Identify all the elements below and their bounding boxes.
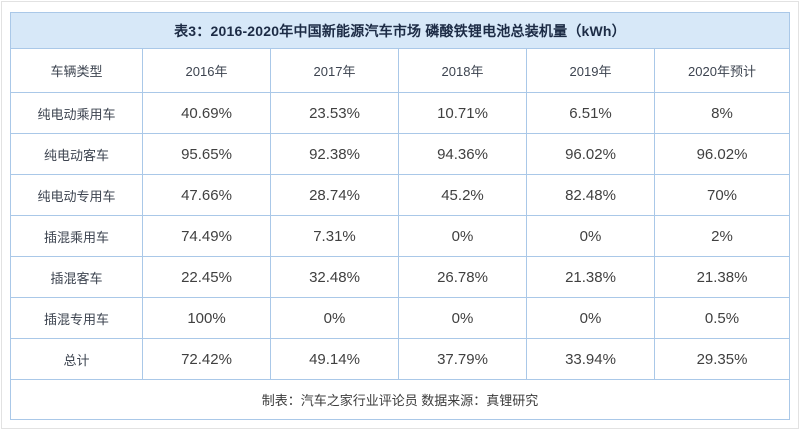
value-cell: 26.78% [398, 256, 527, 298]
table-row: 纯电动乘用车 40.69% 23.53% 10.71% 6.51% 8% [10, 92, 790, 134]
value-cell: 100% [142, 297, 271, 339]
table-row: 总计 72.42% 49.14% 37.79% 33.94% 29.35% [10, 338, 790, 380]
header-year: 2017年 [270, 48, 399, 93]
header-year: 2016年 [142, 48, 271, 93]
table-row: 插混客车 22.45% 32.48% 26.78% 21.38% 21.38% [10, 256, 790, 298]
value-cell: 96.02% [526, 133, 655, 175]
value-cell: 2% [654, 215, 790, 257]
header-vehicle-type: 车辆类型 [10, 48, 143, 93]
table-header-row: 车辆类型 2016年 2017年 2018年 2019年 2020年预计 [10, 48, 790, 93]
value-cell: 40.69% [142, 92, 271, 134]
value-cell: 47.66% [142, 174, 271, 216]
value-cell: 82.48% [526, 174, 655, 216]
value-cell: 92.38% [270, 133, 399, 175]
table-row: 纯电动客车 95.65% 92.38% 94.36% 96.02% 96.02% [10, 133, 790, 175]
header-year: 2019年 [526, 48, 655, 93]
row-label: 总计 [10, 338, 143, 380]
value-cell: 8% [654, 92, 790, 134]
row-label: 插混专用车 [10, 297, 143, 339]
value-cell: 74.49% [142, 215, 271, 257]
value-cell: 7.31% [270, 215, 399, 257]
value-cell: 37.79% [398, 338, 527, 380]
row-label: 插混乘用车 [10, 215, 143, 257]
row-label: 纯电动乘用车 [10, 92, 143, 134]
value-cell: 0% [526, 297, 655, 339]
value-cell: 70% [654, 174, 790, 216]
value-cell: 22.45% [142, 256, 271, 298]
table-row: 插混专用车 100% 0% 0% 0% 0.5% [10, 297, 790, 339]
table-footer-row: 制表：汽车之家行业评论员 数据来源：真锂研究 [10, 379, 790, 420]
value-cell: 28.74% [270, 174, 399, 216]
table-title: 表3：2016-2020年中国新能源汽车市场 磷酸铁锂电池总装机量（kWh） [10, 12, 790, 49]
table-title-row: 表3：2016-2020年中国新能源汽车市场 磷酸铁锂电池总装机量（kWh） [10, 12, 790, 49]
header-year: 2018年 [398, 48, 527, 93]
row-label: 纯电动专用车 [10, 174, 143, 216]
value-cell: 0% [398, 297, 527, 339]
value-cell: 45.2% [398, 174, 527, 216]
value-cell: 96.02% [654, 133, 790, 175]
value-cell: 49.14% [270, 338, 399, 380]
value-cell: 6.51% [526, 92, 655, 134]
value-cell: 23.53% [270, 92, 399, 134]
value-cell: 33.94% [526, 338, 655, 380]
value-cell: 0% [398, 215, 527, 257]
value-cell: 32.48% [270, 256, 399, 298]
value-cell: 21.38% [654, 256, 790, 298]
row-label: 纯电动客车 [10, 133, 143, 175]
value-cell: 10.71% [398, 92, 527, 134]
table-footer-credit: 制表：汽车之家行业评论员 数据来源：真锂研究 [10, 379, 790, 420]
value-cell: 0% [270, 297, 399, 339]
value-cell: 72.42% [142, 338, 271, 380]
table-row: 纯电动专用车 47.66% 28.74% 45.2% 82.48% 70% [10, 174, 790, 216]
table-row: 插混乘用车 74.49% 7.31% 0% 0% 2% [10, 215, 790, 257]
battery-share-table: 表3：2016-2020年中国新能源汽车市场 磷酸铁锂电池总装机量（kWh） 车… [10, 12, 790, 420]
header-year: 2020年预计 [654, 48, 790, 93]
value-cell: 94.36% [398, 133, 527, 175]
value-cell: 29.35% [654, 338, 790, 380]
value-cell: 21.38% [526, 256, 655, 298]
row-label: 插混客车 [10, 256, 143, 298]
value-cell: 0% [526, 215, 655, 257]
value-cell: 0.5% [654, 297, 790, 339]
value-cell: 95.65% [142, 133, 271, 175]
